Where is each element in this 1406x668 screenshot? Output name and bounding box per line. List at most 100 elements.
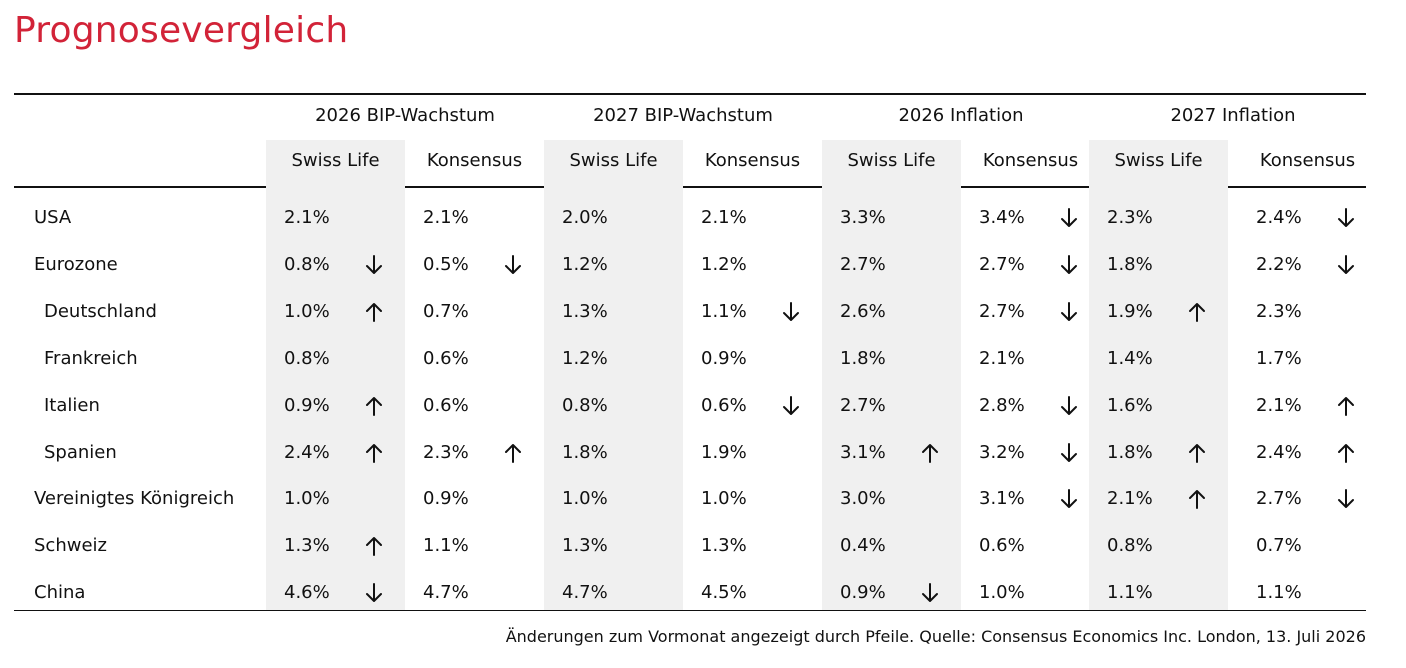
cell-value: 0.6% [423,394,469,416]
cell-value: 1.3% [562,535,608,557]
cell-value: 2.3% [1107,207,1153,228]
arrow-down-icon [1059,394,1079,418]
arrow-up-icon [364,534,384,558]
arrow-up-icon [364,300,384,324]
cell-value: 1.8% [1107,441,1153,463]
cell-value: 2.8% [979,394,1025,416]
cell-value: 3.1% [979,488,1025,510]
swiss-life-column-shade [544,140,683,610]
table-row: USA 2.1% 2.1% 2.0% 2.1% 3.3% 3.4% 2.3% 2.4% [0,207,1406,237]
row-label: USA [34,207,72,228]
arrow-down-icon [503,253,523,277]
swiss-life-column-shade [1089,140,1228,610]
arrow-down-icon [781,300,801,324]
cell-value: 0.6% [423,347,469,369]
row-label: Schweiz [34,535,107,557]
cell-value: 1.1% [1256,582,1302,604]
cell-value: 1.4% [1107,347,1153,369]
arrow-up-icon [920,441,940,465]
row-label: Frankreich [44,347,138,369]
arrow-down-icon [781,394,801,418]
cell-value: 2.4% [1256,207,1302,228]
cell-value: 1.1% [701,300,747,322]
subheader-konsensus: Konsensus [1259,150,1356,171]
cell-value: 1.9% [1107,300,1153,322]
cell-value: 2.7% [979,300,1025,322]
table-row: Frankreich 0.8% 0.6% 1.2% 0.9% 1.8% 2.1% 1.4% 1.… [0,348,1406,378]
subheader-konsensus: Konsensus [704,150,801,171]
arrow-up-icon [1336,441,1356,465]
row-label: Eurozone [34,253,118,275]
cell-value: 0.5% [423,253,469,275]
swiss-life-column-shade [822,140,961,610]
row-label: China [34,582,86,604]
cell-value: 2.1% [284,207,330,228]
cell-value: 1.2% [562,347,608,369]
arrow-down-icon [920,581,940,605]
cell-value: 4.7% [423,582,469,604]
subheader-konsensus: Konsensus [426,150,523,171]
cell-value: 1.7% [1256,347,1302,369]
cell-value: 1.2% [562,253,608,275]
cell-value: 0.6% [701,394,747,416]
subheader-swiss-life: Swiss Life [1114,150,1203,171]
cell-value: 2.3% [423,441,469,463]
table-bottom-rule [14,610,1366,611]
subheader-swiss-life: Swiss Life [291,150,380,171]
table-row: Deutschland 1.0% 0.7% 1.3% 1.1% 2.6% 2.7% 1.9% 2… [0,301,1406,331]
arrow-up-icon [503,441,523,465]
row-label: Deutschland [44,300,157,322]
row-label: Vereinigtes Königreich [34,488,235,510]
cell-value: 1.8% [1107,253,1153,275]
cell-value: 1.6% [1107,394,1153,416]
group-header: 2026 BIP-Wachstum [315,105,495,126]
cell-value: 2.7% [1256,488,1302,510]
arrow-down-icon [1059,441,1079,465]
arrow-up-icon [1187,300,1207,324]
cell-value: 1.3% [562,300,608,322]
cell-value: 0.9% [701,347,747,369]
cell-value: 0.6% [979,535,1025,557]
table-row: Schweiz 1.3% 1.1% 1.3% 1.3% 0.4% 0.6% 0.8% 0.7% [0,535,1406,565]
cell-value: 1.0% [701,488,747,510]
cell-value: 2.3% [1256,300,1302,322]
arrow-down-icon [1059,253,1079,277]
arrow-down-icon [1059,206,1079,230]
cell-value: 1.3% [284,535,330,557]
subheader-swiss-life: Swiss Life [847,150,936,171]
arrow-up-icon [1336,394,1356,418]
cell-value: 3.0% [840,488,886,510]
cell-value: 2.7% [840,253,886,275]
cell-value: 0.8% [284,347,330,369]
source-footnote: Änderungen zum Vormonat angezeigt durch … [505,627,1366,646]
cell-value: 4.5% [701,582,747,604]
table-row: Spanien 2.4% 2.3% 1.8% 1.9% 3.1% 3.2% 1.8% 2.4% [0,442,1406,472]
cell-value: 1.1% [423,535,469,557]
cell-value: 2.4% [284,441,330,463]
subheader-swiss-life: Swiss Life [569,150,658,171]
arrow-down-icon [364,253,384,277]
cell-value: 3.2% [979,441,1025,463]
table-row: China 4.6% 4.7% 4.7% 4.5% 0.9% 1.0% 1.1% 1.1% [0,582,1406,612]
cell-value: 0.9% [423,488,469,510]
cell-value: 0.4% [840,535,886,557]
cell-value: 0.8% [284,253,330,275]
arrow-up-icon [364,394,384,418]
cell-value: 2.7% [979,253,1025,275]
cell-value: 0.9% [840,582,886,604]
arrow-down-icon [1336,487,1356,511]
cell-value: 2.6% [840,300,886,322]
group-header: 2027 BIP-Wachstum [593,105,773,126]
group-header: 2026 Inflation [898,105,1024,126]
cell-value: 2.0% [562,207,608,228]
cell-value: 2.4% [1256,441,1302,463]
page-title: Prognosevergleich [14,10,349,51]
row-label: Spanien [44,441,117,463]
row-label: Italien [44,394,100,416]
table-header-rule [14,186,1366,188]
table-row: Vereinigtes Königreich 1.0% 0.9% 1.0% 1.0% 3.… [0,488,1406,518]
cell-value: 0.7% [1256,535,1302,557]
cell-value: 0.8% [562,394,608,416]
cell-value: 1.1% [1107,582,1153,604]
cell-value: 2.1% [979,347,1025,369]
